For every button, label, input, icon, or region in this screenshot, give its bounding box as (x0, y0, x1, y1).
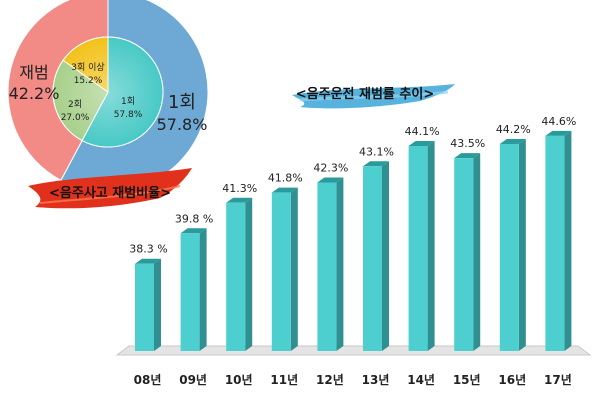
bar-chart-title: <음주운전 재범률 추이> (296, 86, 434, 102)
category-label: 17년 (544, 373, 572, 387)
category-label: 16년 (498, 373, 526, 387)
bar-08년 (135, 258, 161, 351)
bar-side (518, 138, 526, 351)
bar-15년 (454, 153, 481, 351)
bar-top (135, 258, 161, 264)
pie-inner-label-second-name: 2회 (68, 99, 82, 110)
bar-value-label: 39.8 % (175, 212, 213, 225)
bar-side (336, 177, 344, 351)
bar-front (226, 202, 246, 351)
bar-value-label: 42.3% (313, 162, 348, 175)
bar-top (408, 140, 435, 146)
bar-value-label: 44.2% (496, 123, 531, 136)
bar-category-labels: 08년 09년 10년 11년 12년 13년 14년 15년 16년 17년 (134, 373, 572, 387)
bar-front (271, 192, 291, 351)
bar-value-label: 43.5% (450, 137, 485, 150)
bar-top (454, 153, 481, 159)
bar-14년 (408, 140, 435, 351)
bar-side (245, 197, 253, 351)
category-label: 12년 (316, 373, 344, 387)
bar-front (317, 182, 337, 351)
pie-outer-label-first-value: 57.8% (157, 115, 208, 134)
pie-outer-label-repeat-name: 재범 (19, 63, 48, 82)
bar-front (363, 166, 382, 351)
bar-top (226, 197, 253, 203)
bar-top (317, 177, 344, 183)
bar-value-label: 38.3 % (129, 243, 167, 256)
bar-value-label: 41.8% (268, 172, 303, 185)
bar-side (564, 130, 572, 351)
bar-side (473, 153, 481, 351)
pie-outer-label-first-name: 1회 (168, 92, 196, 113)
pie-highlight (53, 37, 163, 147)
pie-chart-title: <음주사고 재범비율> (49, 185, 171, 201)
bar-front (135, 263, 154, 351)
bar-top (545, 130, 572, 136)
pie-inner-label-third-value: 15.2% (74, 76, 103, 86)
category-label: 11년 (270, 373, 298, 387)
bar-11년 (271, 187, 298, 351)
bar-top (180, 228, 207, 234)
category-label: 14년 (407, 373, 435, 387)
bar-series (135, 130, 572, 351)
bar-10년 (226, 197, 253, 351)
bar-side (199, 228, 207, 351)
pie-inner-label-first-value: 57.8% (114, 110, 143, 120)
category-label: 10년 (225, 373, 253, 387)
bar-chart-title-banner: <음주운전 재범률 추이> (292, 84, 455, 109)
bar-side (154, 258, 161, 351)
pie-chart-title-banner: <음주사고 재범비율> (28, 168, 192, 209)
bar-13년 (363, 161, 389, 351)
pie-outer-label-repeat-value: 42.2% (9, 84, 60, 103)
pie-chart: 재범 42.2% 1회 57.8% 1회 57.8% 2회 27.0% 3회 이… (4, 0, 212, 196)
bar-value-label: 44.6% (541, 115, 576, 128)
bar-09년 (180, 228, 207, 351)
bar-front (180, 233, 200, 351)
category-label: 09년 (179, 373, 207, 387)
bar-16년 (499, 138, 526, 351)
pie-inner-label-third-name: 3회 이상 (71, 62, 104, 73)
bar-value-label: 41.3% (222, 182, 257, 195)
pie-inner-label-second-value: 27.0% (61, 113, 90, 123)
pie-inner-label-first-name: 1회 (121, 96, 135, 107)
bar-value-labels: 38.3 % 39.8 % 41.3% 41.8% 42.3% 43.1% 44.1% 43.… (129, 115, 576, 256)
bar-top (363, 161, 389, 167)
bar-front (454, 158, 474, 351)
bar-value-label: 43.1% (359, 145, 394, 158)
bar-value-label: 44.1% (405, 125, 440, 138)
category-label: 13년 (362, 373, 390, 387)
bar-side (290, 187, 298, 351)
bar-front (499, 143, 519, 351)
bar-top (271, 187, 298, 193)
bar-front (545, 135, 565, 351)
bar-side (427, 140, 435, 351)
bar-front (408, 145, 428, 351)
category-label: 08년 (134, 373, 162, 387)
category-label: 15년 (453, 373, 481, 387)
bar-top (499, 138, 526, 144)
bar-side (382, 161, 389, 351)
bar-17년 (545, 130, 572, 351)
pie-inner-ring (52, 36, 164, 148)
bar-12년 (317, 177, 344, 351)
